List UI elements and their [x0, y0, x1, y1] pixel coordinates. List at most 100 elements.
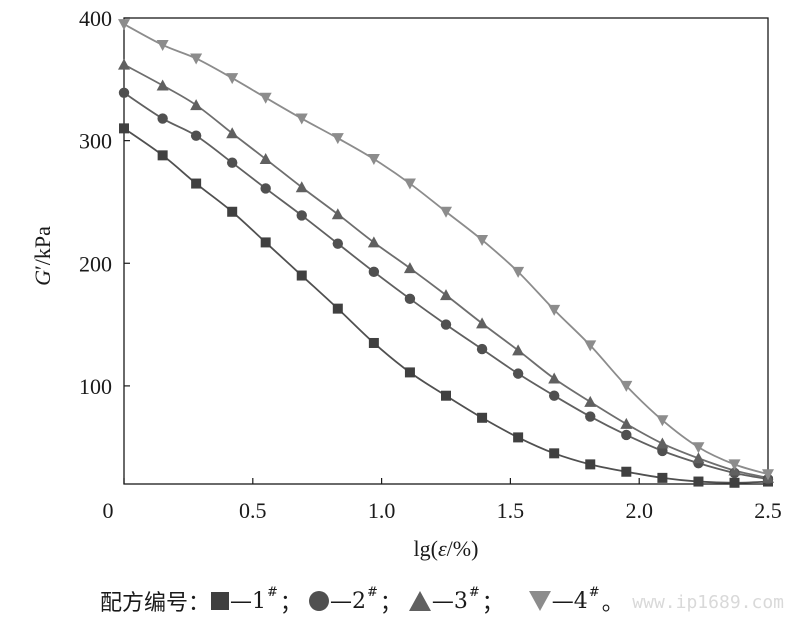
x-tick-label: 0: [103, 498, 114, 523]
data-point-series-4: [403, 178, 416, 190]
data-point-series-1: [227, 206, 238, 217]
series-line-4: [123, 23, 769, 476]
series-line-2: [123, 92, 769, 480]
data-point-series-1: [657, 472, 668, 483]
legend-item-1: — 1 # ；: [210, 585, 308, 617]
legend-item-2: — 2 # ；: [308, 585, 408, 617]
data-point-series-1: [404, 367, 415, 378]
data-point-series-4: [476, 234, 489, 246]
data-point-series-1: [693, 476, 704, 487]
y-tick-label: 400: [79, 6, 112, 31]
legend-item-4: — 4 # 。: [528, 585, 630, 617]
circle-marker-icon: [308, 591, 329, 611]
legend-num: 3: [453, 588, 468, 614]
data-point-series-1: [296, 270, 307, 281]
legend-sep: ；: [481, 591, 504, 616]
data-point-series-3: [156, 79, 169, 91]
data-point-series-3: [367, 236, 380, 248]
data-point-series-4: [190, 53, 203, 65]
data-point-series-4: [620, 380, 633, 392]
y-tick-label: 200: [79, 251, 112, 276]
data-point-series-3: [620, 417, 633, 429]
data-point-series-1: [260, 237, 271, 248]
series-line-1: [123, 127, 769, 484]
data-point-series-2: [190, 130, 202, 141]
data-point-series-4: [656, 415, 669, 427]
data-point-series-1: [368, 337, 379, 348]
legend-prefix: 配方编号：: [100, 591, 211, 616]
data-point-series-3: [259, 153, 272, 165]
data-point-series-4: [548, 304, 561, 316]
legend-num: 4: [573, 588, 588, 614]
data-point-series-2: [118, 87, 130, 99]
data-point-series-1: [191, 178, 202, 189]
data-point-series-4: [118, 19, 130, 31]
data-point-series-4: [692, 442, 705, 454]
series-line-3: [123, 63, 769, 479]
x-tick-label: 1.5: [497, 498, 525, 523]
data-point-series-4: [259, 92, 272, 104]
data-point-series-1: [729, 477, 740, 488]
legend-num: 2: [351, 588, 366, 614]
data-point-series-2: [512, 368, 524, 379]
watermark: www.ip1689.com: [632, 592, 784, 613]
legend-sup: #: [588, 584, 600, 600]
y-axis-title: G′/kPa: [30, 226, 55, 286]
data-point-series-1: [119, 123, 129, 134]
legend-sep: ；: [279, 591, 302, 616]
data-point-series-3: [190, 99, 203, 111]
data-point-series-4: [156, 39, 169, 51]
x-tick-label: 1.0: [368, 498, 396, 523]
data-point-series-4: [226, 73, 239, 85]
square-marker-icon: [211, 592, 230, 610]
data-point-series-3: [118, 58, 130, 70]
data-point-series-2: [440, 319, 452, 330]
data-point-series-3: [476, 317, 489, 329]
plot-frame: [123, 17, 769, 485]
data-point-series-1: [332, 303, 343, 314]
data-point-series-4: [440, 206, 452, 218]
data-point-series-4: [762, 469, 774, 481]
data-point-series-3: [440, 289, 452, 301]
data-point-series-2: [157, 113, 168, 124]
data-point-series-4: [295, 113, 308, 125]
data-point-series-1: [513, 432, 524, 443]
data-point-series-1: [621, 466, 632, 477]
legend-sep: 。: [601, 591, 624, 616]
legend-num: 1: [252, 588, 267, 614]
x-tick-label: 2.0: [625, 498, 653, 523]
data-point-series-2: [226, 157, 238, 168]
data-point-series-1: [441, 390, 451, 401]
data-point-series-3: [548, 372, 561, 384]
data-point-series-3: [295, 181, 308, 193]
data-point-series-2: [260, 183, 271, 194]
legend-dash: —: [431, 588, 454, 614]
data-point-series-2: [404, 293, 416, 305]
triangle-up-marker-icon: [408, 591, 431, 611]
data-point-series-3: [512, 344, 525, 356]
legend-sup: #: [468, 584, 480, 600]
x-axis-title: lg(ε/%): [414, 536, 479, 561]
legend-dash: —: [329, 588, 352, 614]
data-point-series-2: [332, 238, 344, 249]
legend-sep: ；: [379, 591, 402, 616]
data-point-series-4: [512, 266, 525, 278]
data-point-series-4: [728, 459, 741, 471]
data-point-series-3: [584, 395, 597, 407]
data-point-series-2: [585, 411, 596, 422]
data-point-series-2: [476, 343, 488, 355]
y-tick-label: 300: [79, 129, 112, 154]
legend-dash: —: [551, 588, 574, 614]
data-point-series-1: [477, 412, 488, 423]
legend-sup: #: [267, 584, 278, 600]
data-point-series-3: [331, 208, 344, 220]
legend: 配方编号： — 1 # ； — 2 # ； — 3 # ； — 4 # 。: [100, 584, 630, 618]
data-point-series-3: [403, 262, 416, 274]
triangle-down-marker-icon: [528, 591, 551, 611]
y-tick-label: 100: [79, 374, 112, 399]
data-point-series-4: [331, 133, 344, 145]
x-tick-label: 0.5: [239, 498, 267, 523]
data-point-series-3: [692, 452, 705, 464]
data-point-series-2: [548, 390, 560, 401]
data-point-series-2: [296, 210, 307, 221]
